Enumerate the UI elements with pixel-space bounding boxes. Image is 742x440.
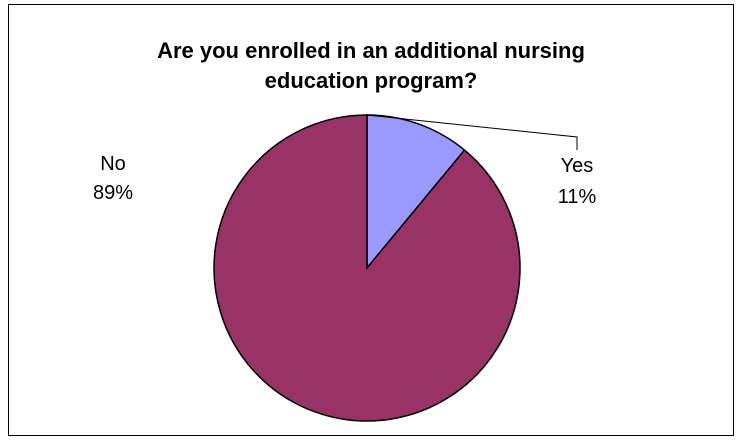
slice-percent-yes: 11%	[558, 186, 597, 208]
slice-label-yes: Yes	[561, 155, 594, 177]
slice-label-no: No	[100, 153, 126, 175]
slice-percent-no: 89%	[93, 182, 133, 204]
chart-title-line-2: education program?	[264, 68, 478, 93]
pie-slice-no	[213, 114, 521, 422]
leader-line-yes	[366, 114, 578, 150]
chart-title: Are you enrolled in an additional nursin…	[0, 36, 742, 96]
chart-title-line-1: Are you enrolled in an additional nursin…	[157, 38, 585, 63]
